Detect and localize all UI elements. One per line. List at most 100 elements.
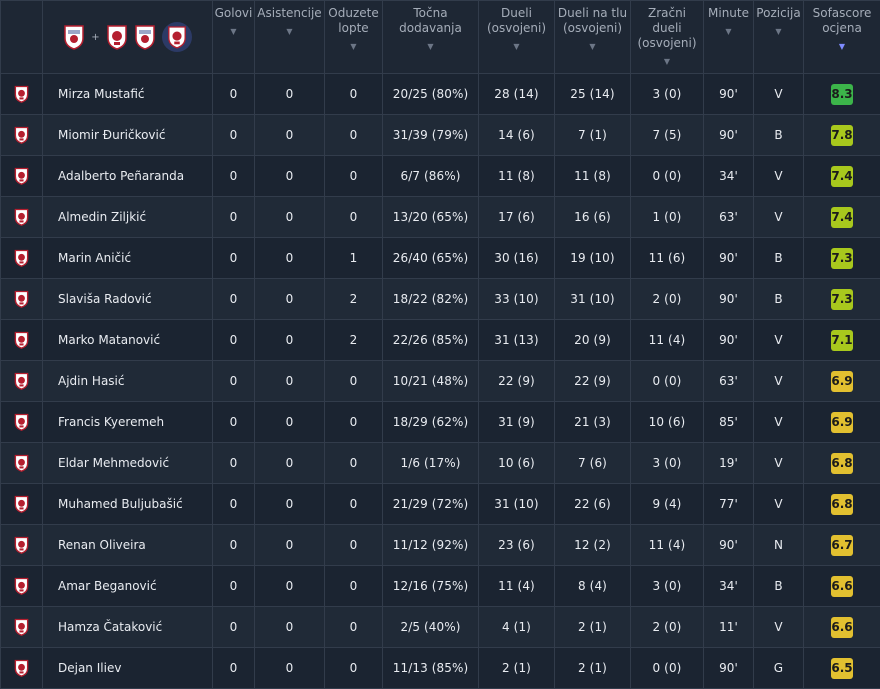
table-row[interactable]: Amar Beganović 0 0 0 12/16 (75%) 11 (4) … <box>0 565 880 607</box>
tackles-value: 0 <box>324 155 383 197</box>
column-rating[interactable]: Sofascore ocjena ▼ <box>803 0 880 74</box>
table-row[interactable]: Francis Kyeremeh 0 0 0 18/29 (62%) 31 (9… <box>0 401 880 443</box>
goals-value: 0 <box>212 155 255 197</box>
team-crest-icon <box>14 413 29 431</box>
goals-value: 0 <box>212 196 255 238</box>
aerial-duels-value: 0 (0) <box>630 647 704 689</box>
rating-badge: 7.3 <box>831 288 853 310</box>
player-name[interactable]: Adalberto Peñaranda <box>42 155 213 197</box>
table-row[interactable]: Slaviša Radović 0 0 2 18/22 (82%) 33 (10… <box>0 278 880 320</box>
player-name[interactable]: Renan Oliveira <box>42 524 213 566</box>
column-assists-label: Asistencije <box>257 6 322 20</box>
rating-cell: 7.4 <box>803 196 880 238</box>
aerial-duels-value: 10 (6) <box>630 401 704 443</box>
filter-team-away-alt-crest-icon[interactable] <box>134 24 156 50</box>
table-row[interactable]: Almedin Ziljkić 0 0 0 13/20 (65%) 17 (6)… <box>0 196 880 238</box>
rating-cell: 6.8 <box>803 483 880 525</box>
table-row[interactable]: Renan Oliveira 0 0 0 11/12 (92%) 23 (6) … <box>0 524 880 566</box>
column-tackles-label: Oduzete lopte <box>328 6 379 35</box>
column-goals[interactable]: Golovi ▼ <box>212 0 255 74</box>
column-duels[interactable]: Dueli (osvojeni) ▼ <box>478 0 555 74</box>
column-passes[interactable]: Točna dodavanja ▼ <box>382 0 479 74</box>
table-row[interactable]: Eldar Mehmedović 0 0 0 1/6 (17%) 10 (6) … <box>0 442 880 484</box>
filter-team-away-crest-icon[interactable] <box>63 24 85 50</box>
position-value: V <box>753 360 804 402</box>
table-row[interactable]: Dejan Iliev 0 0 0 11/13 (85%) 2 (1) 2 (1… <box>0 647 880 689</box>
column-assists[interactable]: Asistencije ▼ <box>254 0 325 74</box>
player-name[interactable]: Slaviša Radović <box>42 278 213 320</box>
rating-badge: 6.9 <box>831 370 853 392</box>
assists-value: 0 <box>254 442 325 484</box>
team-crest-icon <box>14 372 29 390</box>
team-crest-icon <box>14 536 29 554</box>
goals-value: 0 <box>212 319 255 361</box>
player-name[interactable]: Francis Kyeremeh <box>42 401 213 443</box>
filter-team-home-crest-icon[interactable] <box>106 24 128 50</box>
player-name[interactable]: Mirza Mustafić <box>42 73 213 115</box>
rating-cell: 7.8 <box>803 114 880 156</box>
team-crest-cell <box>0 237 43 279</box>
sort-rating-active-icon: ▼ <box>838 42 846 51</box>
tackles-value: 0 <box>324 442 383 484</box>
ground-duels-value: 31 (10) <box>554 278 631 320</box>
rating-cell: 6.9 <box>803 360 880 402</box>
sort-duels-icon: ▼ <box>513 42 520 51</box>
team-crest-icon <box>14 577 29 595</box>
table-row[interactable]: Miomir Đuričković 0 0 0 31/39 (79%) 14 (… <box>0 114 880 156</box>
column-position-label: Pozicija <box>756 6 801 20</box>
player-name[interactable]: Marin Aničić <box>42 237 213 279</box>
team-crest-icon <box>14 249 29 267</box>
column-aerial-duels[interactable]: Zračni dueli (osvojeni) ▼ <box>630 0 704 74</box>
duels-value: 22 (9) <box>478 360 555 402</box>
ground-duels-value: 2 (1) <box>554 606 631 648</box>
table-row[interactable]: Ajdin Hasić 0 0 0 10/21 (48%) 22 (9) 22 … <box>0 360 880 402</box>
duels-value: 33 (10) <box>478 278 555 320</box>
player-name[interactable]: Marko Matanović <box>42 319 213 361</box>
player-name[interactable]: Ajdin Hasić <box>42 360 213 402</box>
rating-cell: 6.8 <box>803 442 880 484</box>
aerial-duels-value: 3 (0) <box>630 73 704 115</box>
sort-aerial-duels-icon: ▼ <box>663 57 671 66</box>
column-ground-duels[interactable]: Dueli na tlu (osvojeni) ▼ <box>554 0 631 74</box>
player-name[interactable]: Miomir Đuričković <box>42 114 213 156</box>
column-minutes-label: Minute <box>708 6 749 20</box>
player-name[interactable]: Dejan Iliev <box>42 647 213 689</box>
passes-value: 2/5 (40%) <box>382 606 479 648</box>
table-row[interactable]: Hamza Čataković 0 0 0 2/5 (40%) 4 (1) 2 … <box>0 606 880 648</box>
column-minutes[interactable]: Minute ▼ <box>703 0 754 74</box>
ground-duels-value: 8 (4) <box>554 565 631 607</box>
filter-team-selected-crest-icon[interactable] <box>161 22 192 52</box>
team-crest-cell <box>0 196 43 238</box>
column-ground-duels-label: Dueli na tlu (osvojeni) <box>557 6 628 35</box>
table-row[interactable]: Mirza Mustafić 0 0 0 20/25 (80%) 28 (14)… <box>0 73 880 115</box>
position-value: V <box>753 73 804 115</box>
player-name[interactable]: Eldar Mehmedović <box>42 442 213 484</box>
table-row[interactable]: Marin Aničić 0 0 1 26/40 (65%) 30 (16) 1… <box>0 237 880 279</box>
team-crest-cell <box>0 278 43 320</box>
player-name[interactable]: Hamza Čataković <box>42 606 213 648</box>
goals-value: 0 <box>212 237 255 279</box>
player-name[interactable]: Muhamed Buljubašić <box>42 483 213 525</box>
column-position[interactable]: Pozicija ▼ <box>753 0 804 74</box>
rating-badge: 7.4 <box>831 206 853 228</box>
duels-value: 31 (10) <box>478 483 555 525</box>
duels-value: 11 (8) <box>478 155 555 197</box>
passes-value: 12/16 (75%) <box>382 565 479 607</box>
passes-value: 21/29 (72%) <box>382 483 479 525</box>
sort-tackles-icon: ▼ <box>350 42 357 51</box>
table-row[interactable]: Marko Matanović 0 0 2 22/26 (85%) 31 (13… <box>0 319 880 361</box>
column-rating-label: Sofascore ocjena <box>812 6 872 35</box>
rating-cell: 6.7 <box>803 524 880 566</box>
rating-cell: 7.3 <box>803 278 880 320</box>
player-name[interactable]: Almedin Ziljkić <box>42 196 213 238</box>
minutes-value: 90' <box>703 524 754 566</box>
position-value: B <box>753 565 804 607</box>
column-tackles[interactable]: Oduzete lopte ▼ <box>324 0 383 74</box>
assists-value: 0 <box>254 483 325 525</box>
table-row[interactable]: Adalberto Peñaranda 0 0 0 6/7 (86%) 11 (… <box>0 155 880 197</box>
table-row[interactable]: Muhamed Buljubašić 0 0 0 21/29 (72%) 31 … <box>0 483 880 525</box>
player-name[interactable]: Amar Beganović <box>42 565 213 607</box>
team-crest-cell <box>0 565 43 607</box>
goals-value: 0 <box>212 606 255 648</box>
passes-value: 18/22 (82%) <box>382 278 479 320</box>
